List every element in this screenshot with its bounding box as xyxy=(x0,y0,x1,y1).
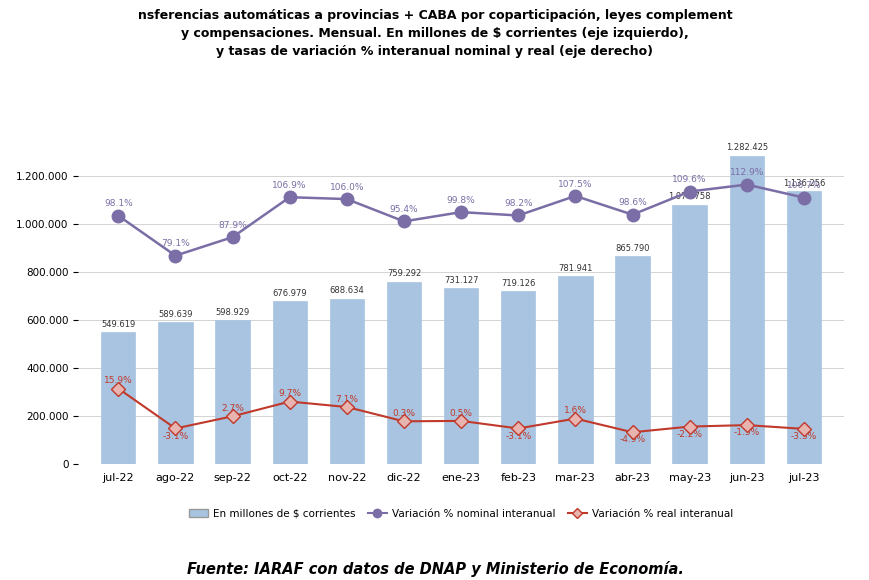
Text: 688.634: 688.634 xyxy=(329,286,364,295)
Bar xyxy=(729,156,763,464)
Text: 7.1%: 7.1% xyxy=(335,395,358,404)
Text: 549.619: 549.619 xyxy=(101,320,136,329)
Text: 0.5%: 0.5% xyxy=(449,409,472,418)
Text: 719.126: 719.126 xyxy=(501,279,534,288)
Bar xyxy=(329,299,363,464)
Bar xyxy=(272,302,307,464)
Text: -3.1%: -3.1% xyxy=(505,432,531,441)
Text: -4.9%: -4.9% xyxy=(619,436,645,444)
Text: 112.9%: 112.9% xyxy=(729,168,763,177)
Bar xyxy=(614,256,649,464)
Text: 98.1%: 98.1% xyxy=(103,200,132,208)
Text: 731.127: 731.127 xyxy=(443,276,478,285)
Text: 1.136.256: 1.136.256 xyxy=(782,179,824,187)
Bar xyxy=(387,281,421,464)
Legend: En millones de $ corrientes, Variación % nominal interanual, Variación % real in: En millones de $ corrientes, Variación %… xyxy=(184,505,737,523)
Text: 598.929: 598.929 xyxy=(216,308,249,317)
Bar xyxy=(443,288,478,464)
Text: 9.7%: 9.7% xyxy=(278,389,301,398)
Text: 781.941: 781.941 xyxy=(558,264,592,273)
Text: 1.078.758: 1.078.758 xyxy=(667,193,710,201)
Text: -2.2%: -2.2% xyxy=(676,430,702,438)
Text: -3.3%: -3.3% xyxy=(790,432,816,441)
Text: 106.9%: 106.9% xyxy=(272,181,307,190)
Text: 2.7%: 2.7% xyxy=(221,404,243,413)
Text: Fuente: IARAF con datos de DNAP y Ministerio de Economía.: Fuente: IARAF con datos de DNAP y Minist… xyxy=(186,561,683,577)
Bar xyxy=(786,191,820,464)
Text: 107.5%: 107.5% xyxy=(558,180,592,189)
Text: 98.2%: 98.2% xyxy=(503,199,532,208)
Text: 98.6%: 98.6% xyxy=(617,198,647,207)
Text: -1.5%: -1.5% xyxy=(733,428,759,437)
Text: 106.0%: 106.0% xyxy=(329,183,363,192)
Text: 759.292: 759.292 xyxy=(387,269,421,278)
Bar xyxy=(101,332,136,464)
Bar xyxy=(672,205,706,464)
Text: 0.3%: 0.3% xyxy=(392,409,415,418)
Text: 15.9%: 15.9% xyxy=(103,376,132,385)
Bar xyxy=(216,320,249,464)
Text: -3.1%: -3.1% xyxy=(163,432,189,441)
Text: 87.9%: 87.9% xyxy=(218,221,247,230)
Text: 1.282.425: 1.282.425 xyxy=(725,143,767,153)
Text: 99.8%: 99.8% xyxy=(446,196,475,205)
Text: 106.7%: 106.7% xyxy=(786,182,820,190)
Text: 589.639: 589.639 xyxy=(158,310,192,319)
Text: 95.4%: 95.4% xyxy=(389,205,418,214)
Text: 865.790: 865.790 xyxy=(614,244,649,253)
Text: 1.6%: 1.6% xyxy=(563,407,587,415)
Bar xyxy=(501,291,534,464)
Bar xyxy=(158,322,192,464)
Text: nsferencias automáticas a provincias + CABA por coparticipación, leyes complemen: nsferencias automáticas a provincias + C… xyxy=(137,9,732,57)
Text: 109.6%: 109.6% xyxy=(672,175,706,184)
Bar xyxy=(558,276,592,464)
Text: 79.1%: 79.1% xyxy=(161,240,189,248)
Text: 676.979: 676.979 xyxy=(272,289,307,298)
